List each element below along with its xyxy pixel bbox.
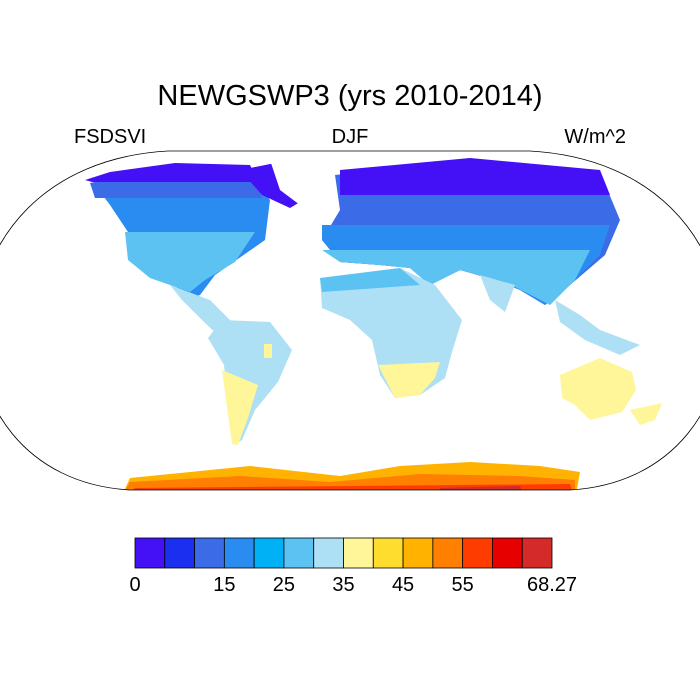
colorbar-swatch [134, 537, 166, 569]
colorbar-label: 68.27 [526, 574, 578, 596]
land-areas [85, 155, 662, 490]
colorbar-swatch [343, 537, 374, 569]
colorbar-swatch [372, 537, 404, 569]
season-label: DJF [331, 126, 369, 148]
north-america [85, 158, 335, 342]
colorbar-label: 25 [272, 574, 296, 596]
colorbar-label: 15 [213, 574, 236, 596]
colorbar [134, 537, 553, 569]
colorbar-swatch [164, 537, 195, 569]
colorbar-swatch [283, 537, 315, 569]
globe-outline [0, 150, 700, 491]
australia [560, 358, 662, 425]
colorbar-label: 0 [129, 574, 141, 596]
south-america [208, 320, 292, 445]
variable-label: FSDSVI [74, 126, 147, 148]
colorbar-label: 45 [391, 574, 415, 596]
antarctica [120, 462, 580, 490]
colorbar-swatch [402, 537, 434, 569]
africa [320, 268, 462, 398]
colorbar-swatch [223, 537, 255, 569]
colorbar-swatch [194, 537, 225, 569]
map-title: NEWGSWP3 (yrs 2010-2014) [157, 80, 543, 112]
colorbar-label: 35 [332, 574, 355, 596]
units-label: W/m^2 [564, 126, 626, 148]
eurasia [322, 158, 640, 355]
colorbar-label: 55 [451, 574, 474, 596]
colorbar-swatch [432, 537, 464, 569]
colorbar-swatch [492, 537, 523, 569]
colorbar-swatch [313, 537, 344, 569]
colorbar-swatch [253, 537, 285, 569]
colorbar-swatch [521, 537, 553, 569]
colorbar-swatch [462, 537, 493, 569]
